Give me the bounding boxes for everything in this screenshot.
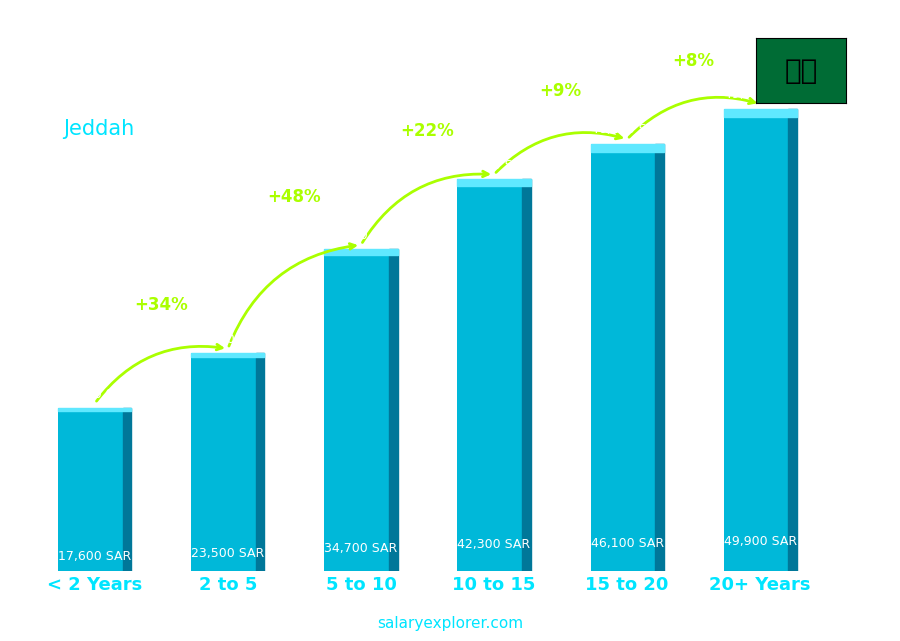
Text: 46,100 SAR: 46,100 SAR bbox=[590, 124, 663, 137]
Bar bbox=[724, 108, 796, 571]
Text: 34,700 SAR: 34,700 SAR bbox=[324, 229, 398, 242]
Text: Jeddah: Jeddah bbox=[63, 119, 134, 138]
Text: salaryexplorer.com: salaryexplorer.com bbox=[377, 616, 523, 631]
Bar bbox=[324, 249, 398, 571]
Bar bbox=[324, 249, 398, 255]
Text: 49,900 SAR: 49,900 SAR bbox=[724, 535, 796, 548]
Bar bbox=[457, 179, 531, 571]
Text: Salary Comparison By Experience: Salary Comparison By Experience bbox=[63, 22, 639, 51]
Bar bbox=[724, 108, 796, 117]
Text: Average Monthly Salary: Average Monthly Salary bbox=[853, 246, 866, 395]
Bar bbox=[256, 353, 265, 571]
Text: 42,300 SAR: 42,300 SAR bbox=[457, 538, 531, 551]
Text: 🇸🇦: 🇸🇦 bbox=[785, 56, 817, 85]
Text: +34%: +34% bbox=[134, 296, 188, 314]
Text: 23,500 SAR: 23,500 SAR bbox=[192, 547, 265, 560]
Bar bbox=[457, 179, 531, 186]
Text: +48%: +48% bbox=[267, 188, 321, 206]
Bar bbox=[389, 249, 398, 571]
Bar bbox=[122, 408, 131, 571]
Text: 17,600 SAR: 17,600 SAR bbox=[58, 550, 131, 563]
Bar bbox=[655, 144, 663, 571]
Bar bbox=[192, 353, 265, 571]
Bar bbox=[192, 353, 265, 357]
Text: Clinical Neuropsychologist: Clinical Neuropsychologist bbox=[63, 74, 356, 94]
Text: 49,900 SAR: 49,900 SAR bbox=[724, 88, 796, 101]
Bar bbox=[522, 179, 531, 571]
Bar bbox=[58, 408, 131, 411]
Text: +22%: +22% bbox=[400, 122, 454, 140]
Bar bbox=[590, 144, 663, 571]
Text: +9%: +9% bbox=[539, 82, 581, 100]
Text: 46,100 SAR: 46,100 SAR bbox=[590, 537, 663, 550]
Text: +8%: +8% bbox=[672, 52, 715, 70]
Text: 17,600 SAR: 17,600 SAR bbox=[58, 388, 131, 401]
Text: 42,300 SAR: 42,300 SAR bbox=[457, 158, 531, 172]
Text: 34,700 SAR: 34,700 SAR bbox=[324, 542, 398, 555]
Text: 23,500 SAR: 23,500 SAR bbox=[192, 333, 265, 346]
Bar bbox=[590, 144, 663, 151]
Bar bbox=[58, 408, 131, 571]
Bar bbox=[788, 108, 796, 571]
